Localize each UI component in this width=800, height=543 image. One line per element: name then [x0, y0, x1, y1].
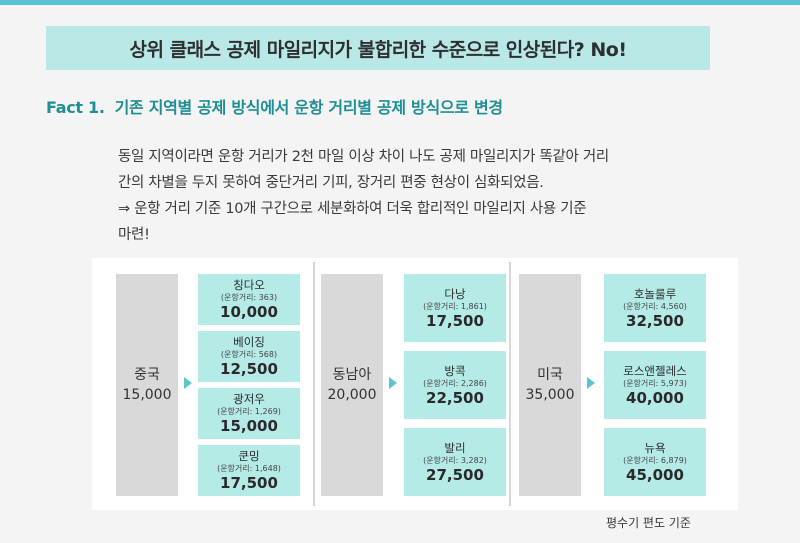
group-divider — [313, 262, 315, 506]
destination-card: 칭다오 (운항거리: 363) 10,000 — [198, 274, 300, 325]
destination-mileage: 12,500 — [220, 360, 278, 378]
destination-mileage: 45,000 — [626, 465, 684, 484]
body-line: ⇒ 운항 거리 기준 10개 구간으로 세분화하여 더욱 합리적인 마일리지 사… — [118, 201, 587, 217]
destination-name: 방콕 — [444, 363, 466, 378]
fact-heading: Fact 1. 기존 지역별 공제 방식에서 운항 거리별 공제 방식으로 변경 — [46, 94, 503, 118]
destination-name: 칭다오 — [233, 278, 265, 292]
region-box-china: 중국 15,000 — [116, 274, 178, 496]
destination-card: 베이징 (운항거리: 568) 12,500 — [198, 331, 300, 382]
destination-name: 베이징 — [233, 335, 265, 349]
region-name: 동남아 — [332, 367, 372, 383]
fact-title: 기존 지역별 공제 방식에서 운항 거리별 공제 방식으로 변경 — [114, 98, 504, 117]
region-old-value: 20,000 — [327, 387, 377, 403]
destination-name: 쿤밍 — [238, 449, 260, 463]
body-line: 간의 차별을 두지 못하여 중단거리 기피, 장거리 편중 현상이 심화되었음. — [118, 175, 544, 191]
destination-card: 발리 (운항거리: 3,282) 27,500 — [404, 428, 506, 496]
destination-name: 뉴욕 — [644, 440, 666, 455]
destination-mileage: 17,500 — [426, 311, 484, 330]
destination-mileage: 32,500 — [626, 311, 684, 330]
arrow-right-icon — [389, 377, 397, 389]
footnote: 평수기 편도 기준 — [606, 516, 691, 530]
top-accent-rule — [0, 0, 800, 5]
headline-banner: 상위 클래스 공제 마일리지가 불합리한 수준으로 인상된다? No! — [46, 26, 710, 70]
destination-name: 다낭 — [444, 286, 466, 301]
destination-distance: (운항거리: 3,282) — [423, 455, 487, 465]
destination-mileage: 15,000 — [220, 417, 278, 435]
destination-card: 광저우 (운항거리: 1,269) 15,000 — [198, 388, 300, 439]
region-old-value: 15,000 — [122, 387, 172, 403]
fact-label: Fact 1. — [46, 98, 105, 117]
destination-card: 호놀룰루 (운항거리: 4,560) 32,500 — [604, 274, 706, 342]
region-old-value: 35,000 — [525, 387, 575, 403]
region-box-usa: 미국 35,000 — [519, 274, 581, 496]
destination-mileage: 40,000 — [626, 388, 684, 407]
destination-mileage: 17,500 — [220, 474, 278, 492]
destination-distance: (운항거리: 6,879) — [623, 455, 687, 465]
destination-distance: (운항거리: 1,648) — [217, 464, 281, 473]
destination-mileage: 27,500 — [426, 465, 484, 484]
region-name: 미국 — [537, 367, 563, 383]
destination-name: 호놀룰루 — [633, 286, 677, 301]
destination-name: 로스앤젤레스 — [623, 363, 687, 378]
region-name: 중국 — [134, 367, 160, 383]
group-divider — [509, 262, 511, 506]
destination-distance: (운항거리: 1,269) — [217, 407, 281, 416]
destination-distance: (운항거리: 2,286) — [423, 378, 487, 388]
destination-card: 다낭 (운항거리: 1,861) 17,500 — [404, 274, 506, 342]
explanation-paragraph: 동일 지역이라면 운항 거리가 2천 마일 이상 차이 나도 공제 마일리지가 … — [118, 144, 718, 248]
destination-name: 광저우 — [233, 392, 265, 406]
arrow-right-icon — [587, 377, 595, 389]
destination-card: 방콕 (운항거리: 2,286) 22,500 — [404, 351, 506, 419]
arrow-right-icon — [184, 377, 192, 389]
destination-mileage: 22,500 — [426, 388, 484, 407]
destination-mileage: 10,000 — [220, 303, 278, 321]
destination-distance: (운항거리: 363) — [220, 293, 278, 302]
destination-distance: (운항거리: 4,560) — [623, 301, 687, 311]
destination-name: 발리 — [444, 440, 466, 455]
region-box-southeast-asia: 동남아 20,000 — [321, 274, 383, 496]
destination-distance: (운항거리: 568) — [220, 350, 278, 359]
body-line: 동일 지역이라면 운항 거리가 2천 마일 이상 차이 나도 공제 마일리지가 … — [118, 149, 609, 165]
headline-text: 상위 클래스 공제 마일리지가 불합리한 수준으로 인상된다? No! — [129, 38, 627, 61]
destination-distance: (운항거리: 5,973) — [623, 378, 687, 388]
destination-card: 쿤밍 (운항거리: 1,648) 17,500 — [198, 445, 300, 496]
body-line: 마련! — [118, 227, 150, 243]
destination-distance: (운항거리: 1,861) — [423, 301, 487, 311]
destination-card: 로스앤젤레스 (운항거리: 5,973) 40,000 — [604, 351, 706, 419]
destination-card: 뉴욕 (운항거리: 6,879) 45,000 — [604, 428, 706, 496]
